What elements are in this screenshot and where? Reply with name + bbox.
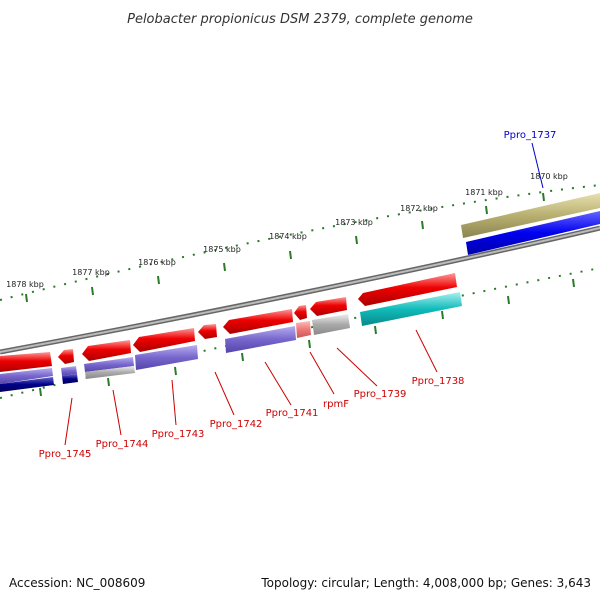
gene-ppro1738-cyan[interactable] xyxy=(360,292,462,326)
gene-rpmf-pink[interactable] xyxy=(296,321,311,338)
gene-label-ppro1742[interactable]: Ppro_1742 xyxy=(210,419,263,430)
gene-label-ppro1744[interactable]: Ppro_1744 xyxy=(96,439,149,450)
gene-ppro1745-red[interactable] xyxy=(58,349,74,364)
tick-label-1873: 1873 kbp xyxy=(335,218,373,227)
gene-ppro1744-red[interactable] xyxy=(82,340,131,361)
major-ticks-inner xyxy=(39,278,575,397)
gene-label-ppro1738[interactable]: Ppro_1738 xyxy=(412,376,465,387)
gene-ppro1739-red[interactable] xyxy=(310,297,347,316)
gene-ppro1744-purple[interactable] xyxy=(84,357,134,372)
gene-ppro1745-purple[interactable] xyxy=(61,366,77,376)
tick-label-1874: 1874 kbp xyxy=(269,232,307,241)
gene-ppro1737-blue[interactable] xyxy=(466,211,600,255)
tick-label-1872: 1872 kbp xyxy=(400,204,438,213)
gene-ppro1743-red[interactable] xyxy=(133,328,195,352)
gene-label-ppro1741[interactable]: Ppro_1741 xyxy=(266,408,319,419)
gene-left-navy[interactable] xyxy=(0,377,54,392)
gene-label-ppro1737[interactable]: Ppro_1737 xyxy=(504,130,557,141)
tick-label-1878: 1878 kbp xyxy=(6,280,44,289)
gene-ppro1745-navy[interactable] xyxy=(62,374,78,384)
tick-label-1871: 1871 kbp xyxy=(465,188,503,197)
tick-label-1870: 1870 kbp xyxy=(530,172,568,181)
major-ticks-outer xyxy=(25,192,545,303)
gene-ppro1744-gray[interactable] xyxy=(85,366,135,379)
gene-label-rpmf[interactable]: rpmF xyxy=(323,399,349,410)
gene-left-red[interactable] xyxy=(0,352,52,372)
tick-label-1877: 1877 kbp xyxy=(72,268,110,277)
gene-label-ppro1743[interactable]: Ppro_1743 xyxy=(152,429,205,440)
gene-rpmf-red[interactable] xyxy=(294,305,307,320)
accession-text: Accession: NC_008609 xyxy=(9,576,146,590)
gene-ppro1743-purple[interactable] xyxy=(135,345,198,370)
gene-label-ppro1739[interactable]: Ppro_1739 xyxy=(354,389,407,400)
gene-label-ppro1745[interactable]: Ppro_1745 xyxy=(39,449,92,460)
tick-label-1876: 1876 kbp xyxy=(138,258,176,267)
gene-ppro1739-gray[interactable] xyxy=(312,314,350,335)
gene-ppro1737-olive[interactable] xyxy=(461,193,600,238)
gene-left-purple[interactable] xyxy=(0,368,53,384)
gene-ppro1742-red[interactable] xyxy=(198,324,217,339)
leader-lines xyxy=(64,142,544,446)
gene-ppro1741-red[interactable] xyxy=(223,309,293,334)
gene-ppro1738-red[interactable] xyxy=(358,273,457,306)
gene-ppro1741-purple[interactable] xyxy=(225,326,296,353)
topology-summary-text: Topology: circular; Length: 4,008,000 bp… xyxy=(261,576,591,590)
tick-label-1875: 1875 kbp xyxy=(203,245,241,254)
map-title: Pelobacter propionicus DSM 2379, complet… xyxy=(127,12,473,27)
